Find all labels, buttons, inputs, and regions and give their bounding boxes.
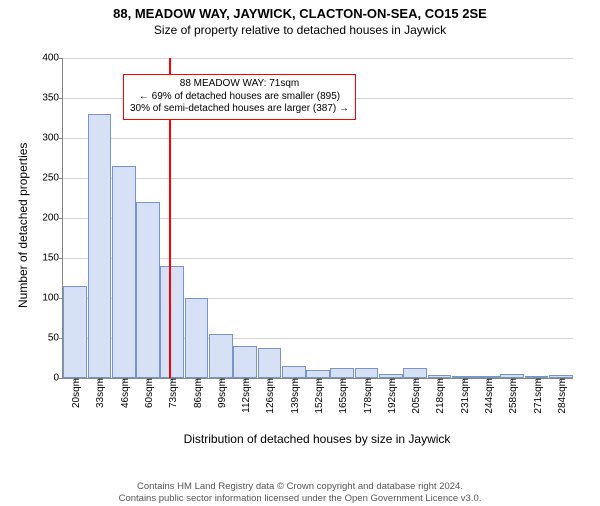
ytick-label: 300 [42, 133, 63, 144]
histogram-bar [160, 266, 184, 378]
histogram-bar [282, 366, 306, 378]
histogram-bar [63, 286, 87, 378]
x-axis-label: Distribution of detached houses by size … [62, 432, 572, 446]
xtick-label: 284sqm [554, 378, 568, 414]
footer-attribution: Contains HM Land Registry data © Crown c… [0, 481, 600, 504]
y-axis-label: Number of detached properties [16, 143, 30, 308]
annotation-box: 88 MEADOW WAY: 71sqm← 69% of detached ho… [123, 74, 356, 120]
footer-line2: Contains public sector information licen… [0, 493, 600, 504]
xtick-label: 271sqm [530, 378, 544, 414]
xtick-label: 139sqm [287, 378, 301, 414]
histogram-bar [306, 370, 330, 378]
ytick-label: 350 [42, 93, 63, 104]
histogram-bar [258, 348, 282, 378]
xtick-label: 218sqm [432, 378, 446, 414]
ytick-label: 400 [42, 53, 63, 64]
xtick-label: 192sqm [384, 378, 398, 414]
xtick-label: 178sqm [360, 378, 374, 414]
histogram-bar [403, 368, 427, 378]
grid-line [63, 178, 573, 179]
annotation-line1: 88 MEADOW WAY: 71sqm [130, 78, 349, 91]
ytick-label: 250 [42, 173, 63, 184]
annotation-line2: ← 69% of detached houses are smaller (89… [130, 91, 349, 104]
xtick-label: 33sqm [92, 378, 106, 408]
grid-line [63, 58, 573, 59]
xtick-label: 205sqm [408, 378, 422, 414]
annotation-line3: 30% of semi-detached houses are larger (… [130, 103, 349, 116]
xtick-label: 60sqm [141, 378, 155, 408]
page-subtitle: Size of property relative to detached ho… [0, 23, 600, 37]
xtick-label: 99sqm [214, 378, 228, 408]
xtick-label: 112sqm [238, 378, 252, 413]
ytick-label: 150 [42, 253, 63, 264]
histogram-bar [233, 346, 257, 378]
xtick-label: 46sqm [117, 378, 131, 408]
grid-line [63, 138, 573, 139]
histogram-bar [355, 368, 379, 378]
xtick-label: 244sqm [481, 378, 495, 414]
histogram-bar [136, 202, 160, 378]
xtick-label: 165sqm [335, 378, 349, 414]
xtick-label: 126sqm [262, 378, 276, 414]
ytick-label: 50 [48, 333, 63, 344]
histogram-bar [185, 298, 209, 378]
histogram-bar [209, 334, 233, 378]
xtick-label: 231sqm [457, 378, 471, 414]
chart-container: 0 50 100 150 200 250 300 350 400 20sqm 33sqm 46sqm 6… [0, 48, 600, 448]
plot-area: 05010015020025030035040020sqm33sqm46sqm6… [62, 58, 573, 379]
xtick-label: 86sqm [190, 378, 204, 408]
histogram-bar [330, 368, 354, 378]
page-title-address: 88, MEADOW WAY, JAYWICK, CLACTON-ON-SEA,… [0, 6, 600, 21]
ytick-label: 100 [42, 293, 63, 304]
xtick-label: 73sqm [165, 378, 179, 408]
xtick-label: 258sqm [505, 378, 519, 414]
xtick-label: 20sqm [68, 378, 82, 408]
ytick-label: 0 [53, 373, 63, 384]
histogram-bar [112, 166, 136, 378]
xtick-label: 152sqm [311, 378, 325, 414]
ytick-label: 200 [42, 213, 63, 224]
histogram-bar [88, 114, 112, 378]
footer-line1: Contains HM Land Registry data © Crown c… [0, 481, 600, 492]
